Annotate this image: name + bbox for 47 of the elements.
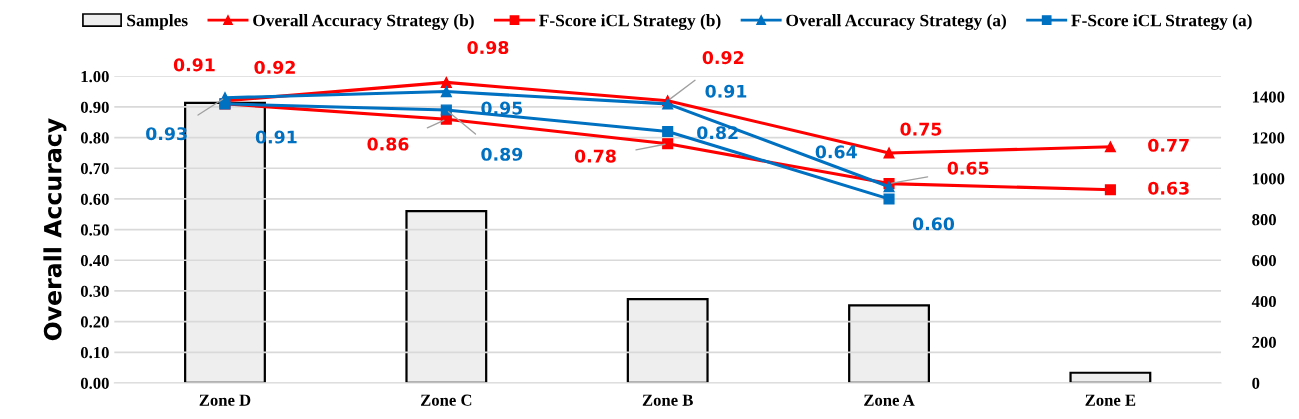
data-label: 0.92 <box>702 51 744 65</box>
data-label: 0.91 <box>173 58 215 72</box>
y2-tick-label: 1200 <box>1252 132 1285 144</box>
y2-tick-label: 400 <box>1251 295 1276 308</box>
y-tick-label: 0.30 <box>80 285 109 297</box>
y-tick-label: 0.00 <box>80 377 109 389</box>
y2-tick-label: 600 <box>1252 254 1276 267</box>
data-label: 0.91 <box>255 130 297 144</box>
data-label: 0.89 <box>481 147 523 161</box>
y-tick-label: 1.00 <box>81 70 109 83</box>
x-tick-label: Zone C <box>420 394 472 406</box>
y-tick-label: 0.90 <box>80 101 109 113</box>
data-label: 0.75 <box>900 122 942 136</box>
y2-tick-label: 800 <box>1252 214 1276 226</box>
data-label: 0.86 <box>367 137 409 151</box>
y2-tick-label: 1000 <box>1252 173 1285 185</box>
y-axis-title: Overall Accuracy <box>43 118 67 341</box>
data-label: 0.63 <box>1148 181 1189 195</box>
data-label: 0.64 <box>815 145 857 159</box>
legend-label: Overall Accuracy Strategy (a) <box>786 14 1006 30</box>
data-label: 0.95 <box>481 101 523 115</box>
y-tick-label: 0.10 <box>80 346 109 359</box>
x-tick-label: Zone A <box>864 394 915 406</box>
x-tick-label: Zone B <box>642 394 693 406</box>
y-tick-label: 0.50 <box>80 224 109 236</box>
legend-label: Overall Accuracy Strategy (b) <box>253 14 474 30</box>
data-label: 0.65 <box>947 161 989 175</box>
data-label: 0.60 <box>912 217 955 231</box>
data-label: 0.93 <box>146 127 187 141</box>
x-tick-label: Zone D <box>199 394 251 406</box>
data-label: 0.92 <box>254 60 295 74</box>
y2-tick-label: 200 <box>1252 336 1276 349</box>
legend-label: F-Score iCL Strategy (b) <box>539 14 721 30</box>
x-tick-label: Zone E <box>1085 394 1136 406</box>
y-tick-label: 0.80 <box>80 132 109 144</box>
y2-tick-label: 0 <box>1252 377 1260 389</box>
y2-tick-label: 1400 <box>1252 91 1285 103</box>
y-tick-label: 0.60 <box>80 193 109 205</box>
y-tick-label: 0.40 <box>80 254 109 267</box>
y-tick-label: 0.20 <box>80 316 109 328</box>
legend-label: Samples <box>127 14 188 30</box>
y-tick-label: 0.70 <box>80 162 109 175</box>
data-label: 0.77 <box>1148 138 1189 152</box>
legend-label: F-Score iCL Strategy (a) <box>1071 14 1252 30</box>
data-label: 0.78 <box>574 149 616 163</box>
data-label: 0.98 <box>467 40 509 55</box>
data-label: 0.91 <box>705 84 747 98</box>
